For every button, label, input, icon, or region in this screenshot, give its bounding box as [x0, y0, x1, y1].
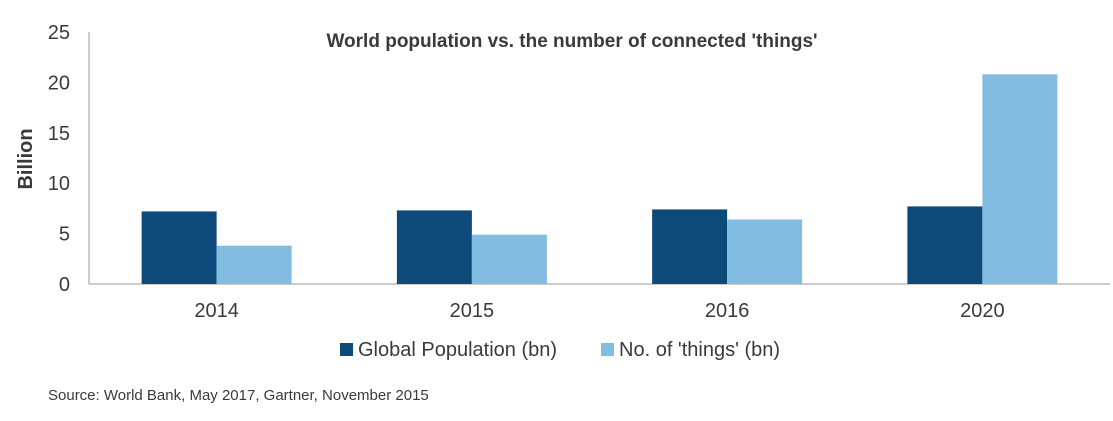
bar-1-2016	[727, 219, 803, 284]
bars	[141, 74, 1058, 284]
x-tick-label: 2016	[705, 300, 750, 322]
bar-1-2015	[471, 234, 547, 284]
legend-swatch	[340, 343, 353, 356]
x-axis-ticks: 2014 2015 2016 2020	[194, 300, 1004, 322]
x-tick-label: 2020	[960, 300, 1005, 322]
bar-0-2014	[141, 211, 217, 284]
y-tick-label: 10	[48, 173, 70, 195]
bar-0-2020	[907, 206, 983, 284]
x-tick-label: 2015	[450, 300, 495, 322]
x-tick-label: 2014	[194, 300, 239, 322]
bar-0-2015	[396, 210, 472, 284]
y-axis-ticks: 0 5 10 15 20 25	[48, 22, 70, 296]
source-note: Source: World Bank, May 2017, Gartner, N…	[48, 387, 429, 404]
y-tick-label: 0	[59, 274, 70, 296]
bar-1-2020	[982, 74, 1058, 284]
y-axis-label: Billion	[15, 128, 37, 189]
legend-label: Global Population (bn)	[358, 339, 557, 361]
chart-title: World population vs. the number of conne…	[326, 31, 817, 52]
legend: Global Population (bn) No. of 'things' (b…	[340, 339, 780, 361]
legend-label: No. of 'things' (bn)	[619, 339, 780, 361]
y-tick-label: 20	[48, 72, 70, 94]
legend-swatch	[601, 343, 615, 356]
y-tick-label: 25	[48, 22, 70, 44]
y-tick-label: 5	[59, 224, 70, 246]
bar-0-2016	[652, 209, 728, 284]
bar-1-2014	[216, 245, 292, 284]
y-tick-label: 15	[48, 123, 70, 145]
